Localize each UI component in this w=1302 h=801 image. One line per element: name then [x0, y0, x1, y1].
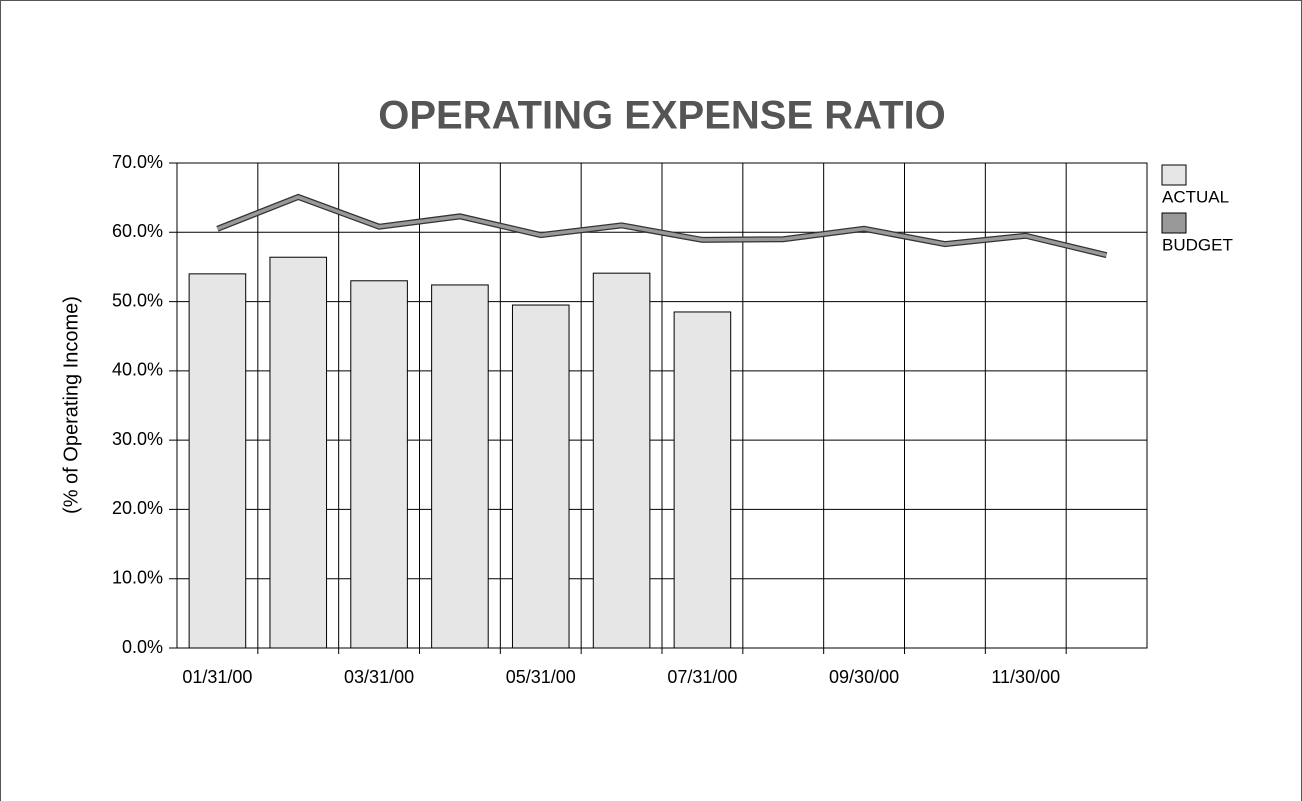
- bar: [350, 280, 408, 649]
- bar: [431, 284, 489, 649]
- y-tick-label: 0.0%: [122, 637, 163, 657]
- x-tick-label: 09/30/00: [829, 667, 899, 687]
- y-tick-label: 40.0%: [112, 360, 163, 380]
- legend-swatch: [1161, 212, 1187, 234]
- y-tick-label: 70.0%: [112, 152, 163, 172]
- y-axis-label: (% of Operating Income): [60, 296, 82, 514]
- x-tick-label: 07/31/00: [667, 667, 737, 687]
- y-tick-label: 60.0%: [112, 221, 163, 241]
- bar: [511, 304, 570, 649]
- bar: [269, 256, 328, 649]
- x-tick-label: 11/30/00: [991, 667, 1060, 687]
- legend-label: BUDGET: [1162, 235, 1233, 254]
- legend-label: ACTUAL: [1162, 187, 1229, 206]
- line: [216, 195, 1107, 257]
- bar: [592, 272, 651, 649]
- y-tick-label: 50.0%: [112, 290, 163, 310]
- x-tick-label: 05/31/00: [506, 667, 576, 687]
- chart-title: OPERATING EXPENSE RATIO: [378, 94, 945, 138]
- x-tick-label: 03/31/00: [344, 667, 414, 687]
- x-tick-label: 01/31/00: [182, 667, 252, 687]
- y-tick-label: 30.0%: [112, 429, 163, 449]
- legend-swatch: [1161, 164, 1187, 186]
- y-tick-label: 10.0%: [112, 567, 163, 587]
- y-tick-label: 20.0%: [112, 498, 163, 518]
- bar: [673, 311, 732, 649]
- bar: [188, 273, 247, 649]
